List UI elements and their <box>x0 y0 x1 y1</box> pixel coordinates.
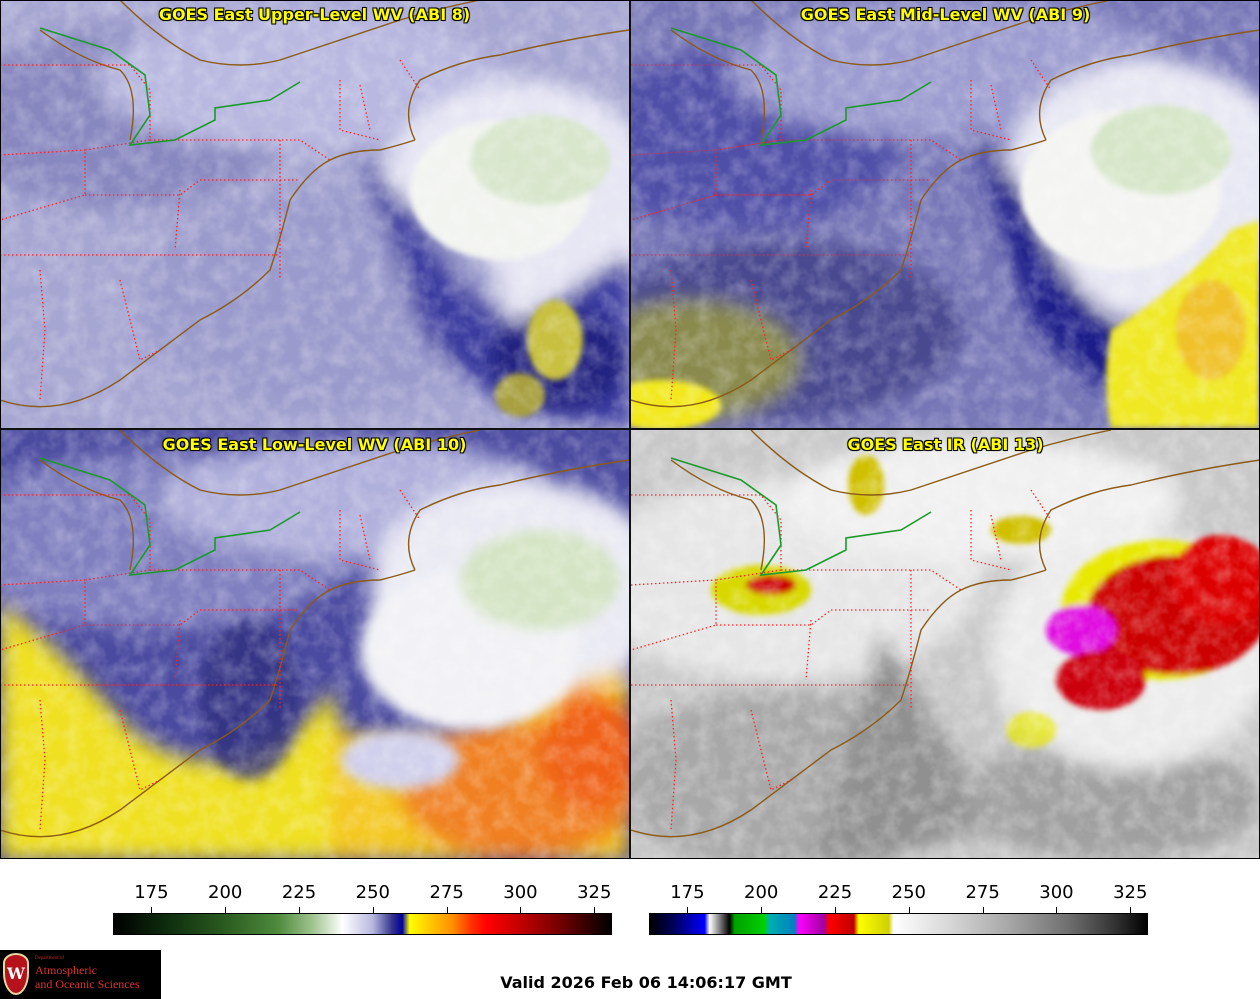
ir-image <box>631 430 1260 858</box>
colorbar-tick-mark <box>520 907 522 913</box>
mid-level-wv-image <box>631 0 1260 428</box>
colorbar-tick-mark <box>982 907 984 913</box>
aos-logo: W Department of Atmospheric and Oceanic … <box>0 950 161 999</box>
ir-colorbar-gradient <box>649 913 1148 935</box>
colorbar-tick-mark <box>761 907 763 913</box>
colorbar-tick-label: 175 <box>134 882 169 903</box>
panel-mid-level-wv: GOES East Mid-Level WV (ABI 9) <box>631 0 1260 428</box>
shield-letter: W <box>7 964 25 983</box>
colorbar-tick-label: 200 <box>208 882 243 903</box>
colorbar-tick-mark <box>372 907 374 913</box>
panel-ir: GOES East IR (ABI 13) <box>631 430 1260 858</box>
logo-line-2: and Oceanic Sciences <box>35 977 140 991</box>
colorbar-tick-mark <box>835 907 837 913</box>
valid-time: Valid 2026 Feb 06 14:06:17 GMT <box>500 973 792 992</box>
upper-level-wv-image <box>0 0 629 428</box>
colorbar-tick-mark <box>446 907 448 913</box>
colorbar-tick-label: 225 <box>817 882 853 903</box>
panel-low-level-wv: GOES East Low-Level WV (ABI 10) <box>0 430 629 858</box>
panel-title: GOES East Low-Level WV (ABI 10) <box>162 435 467 454</box>
colorbar-tick-label: 325 <box>577 882 612 903</box>
colorbar-tick-mark <box>225 907 227 913</box>
colorbar-tick-mark <box>299 907 301 913</box>
colorbar-tick-label: 250 <box>355 882 391 903</box>
panel-upper-level-wv: GOES East Upper-Level WV (ABI 8) <box>0 0 629 428</box>
colorbar-tick-label: 275 <box>965 882 1000 903</box>
colorbar-tick-label: 250 <box>891 882 927 903</box>
logo-dept: Department of <box>35 956 65 961</box>
colorbar-tick-label: 175 <box>670 882 705 903</box>
colorbar-tick-label: 325 <box>1113 882 1148 903</box>
colorbar-tick-mark <box>687 907 689 913</box>
panel-title: GOES East Upper-Level WV (ABI 8) <box>158 5 471 24</box>
colorbar-tick-label: 225 <box>281 882 317 903</box>
colorbar-tick-label: 300 <box>503 882 538 903</box>
colorbar-tick-mark <box>908 907 910 913</box>
logo-line-1: Atmospheric <box>35 963 97 977</box>
panel-divider-horizontal <box>0 428 1260 430</box>
panel-title: GOES East IR (ABI 13) <box>847 435 1044 454</box>
low-level-wv-image <box>0 430 629 858</box>
panel-title: GOES East Mid-Level WV (ABI 9) <box>800 5 1091 24</box>
colorbar-tick-mark <box>1130 907 1132 913</box>
colorbar-tick-mark <box>151 907 153 913</box>
wv-colorbar-gradient <box>113 913 612 935</box>
colorbar-tick-mark <box>594 907 596 913</box>
uw-shield-icon: W <box>3 953 29 995</box>
colorbar-tick-label: 275 <box>429 882 464 903</box>
colorbar-tick-mark <box>1056 907 1058 913</box>
colorbar-tick-label: 300 <box>1039 882 1074 903</box>
colorbar-tick-label: 200 <box>744 882 779 903</box>
